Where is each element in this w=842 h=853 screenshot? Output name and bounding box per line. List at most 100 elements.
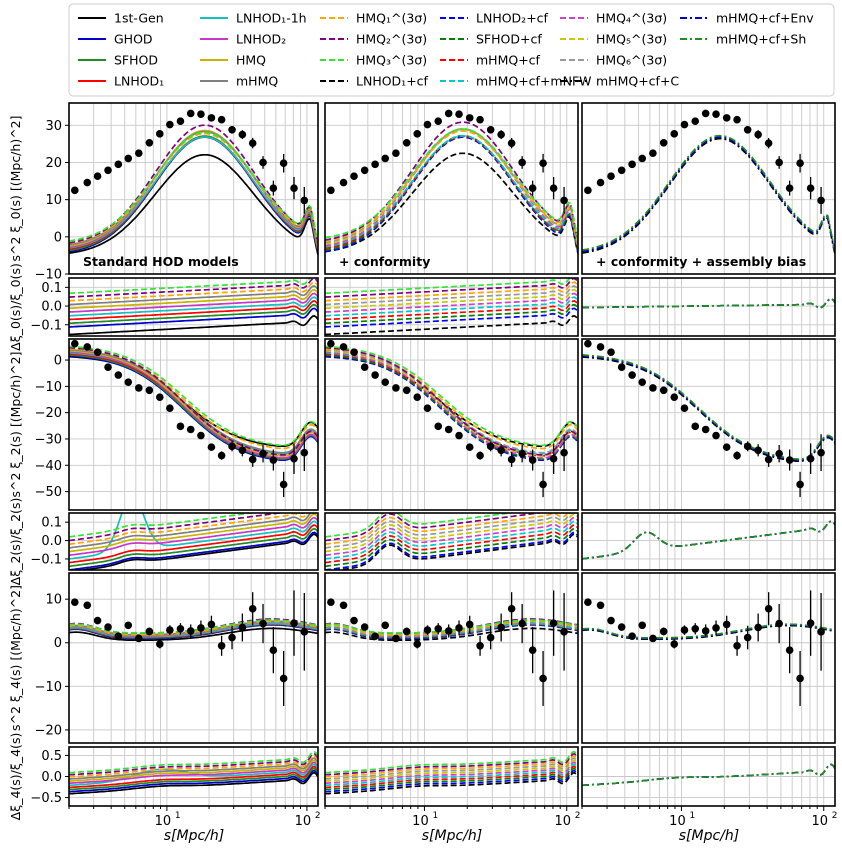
data-point [434,624,443,633]
data-point [528,646,537,654]
data-point [228,125,236,134]
series-mHMQ+cf+mNFW [325,296,578,317]
x-tick-exponent: 1 [432,811,438,821]
series-mHMQ+cf+Env [582,355,835,461]
x-tick-label: 10 [554,814,571,829]
data-point [392,384,400,392]
data-point [560,628,568,636]
series-LNHOD₂ [69,350,318,459]
y-tick-label: 0 [54,636,62,651]
data-point [402,138,411,147]
series-mHMQ [69,513,318,549]
panel-frame [68,572,319,744]
series-LNHOD₁+cf [325,152,578,254]
data-point [186,109,195,118]
legend-label: LNHOD₂ [236,32,286,47]
data-point [392,634,400,643]
panel-frame [68,102,319,275]
data-point [476,641,484,650]
data-point [134,634,143,643]
data-point [360,166,369,175]
data-point [617,166,626,175]
panel-r6-c1: −0.50.00.5Δξ_4(s)/ξ_4(s)10 1 10 2 [8,733,321,829]
data-point [649,149,657,157]
data-point [743,633,752,642]
data-point [444,627,453,635]
data-point [465,114,474,122]
data-point [259,619,267,628]
legend-label: mHMQ [236,74,278,89]
data-point [166,120,174,129]
series-HMQ₃^(3σ) [69,513,258,538]
column-title: + conformity + assembly bias [596,254,806,269]
series-HMQ₁^(3σ) [69,620,318,636]
series-mHMQ+cf+mNFW [325,622,578,638]
y-tick-label: 0 [54,230,62,245]
legend-item-mHMQ+cf+Sh: mHMQ+cf+Sh [680,32,806,47]
data-point [680,404,689,412]
panel-frame [581,572,836,744]
x-tick-exponent: 2 [832,811,838,821]
data-point [712,624,720,632]
data-point [350,348,358,356]
data-point [83,343,92,351]
y-axis-label: Δξ_2(s)/ξ_2(s) [8,498,23,586]
panel-r4-c1: −0.1 0.0 0.1 Δξ_2(s)/ξ_2(s) [8,498,319,586]
series-mHMQ+cf+C [582,520,835,560]
data-point [691,422,700,431]
series-HMQ₁^(3σ) [325,513,569,546]
data-point [560,448,568,457]
x-tick-label: 10 [155,814,172,829]
data-point [83,178,92,187]
data-point [402,386,411,395]
legend-item-LNHOD₁+cf: LNHOD₁+cf [320,74,429,89]
series-LNHOD₂ [69,761,318,785]
data-point [228,442,236,451]
series-HMQ₅^(3σ) [325,349,578,457]
y-tick-label: 20 [45,156,62,171]
series-LNHOD₁+cf [325,771,578,795]
legend-item-SFHOD: SFHOD [78,53,158,68]
legend-item-HMQ₅^(3σ): HMQ₅^(3σ) [560,32,667,47]
data-point [584,598,592,607]
legend-label: mHMQ+cf+Sh [716,32,806,47]
series-HMQ₄^(3σ) [325,516,578,557]
data-point [785,184,794,192]
y-tick-label: −20 [35,723,62,738]
series-LNHOD₂+cf [325,355,578,461]
data-point [712,431,720,440]
panel-frame [324,746,579,807]
data-point [155,130,164,138]
y-axis-label: Δξ_0(s)/ξ_0(s) [8,263,23,351]
data-point [279,159,288,168]
data-point [817,628,825,636]
data-point [176,624,185,633]
data-point [659,386,668,395]
panel-r5-c3 [581,572,836,744]
series-HMQ₁^(3σ) [325,347,578,450]
legend-item-HMQ₄^(3σ): HMQ₄^(3σ) [560,11,667,26]
data-point [83,601,92,610]
legend-item-mHMQ+cf+Env: mHMQ+cf+Env [680,11,814,26]
data-point [269,184,278,192]
series-mHMQ+cf+Env [582,136,835,253]
y-tick-label: −0.1 [30,318,62,333]
x-tick-exponent: 2 [315,811,321,821]
legend-label: HMQ₂^(3σ) [356,32,427,47]
legend-item-SFHOD+cf: SFHOD+cf [440,32,542,47]
data-point [775,449,783,458]
series-HMQ₁^(3σ) [69,347,318,450]
series-HMQ [69,288,318,310]
series-HMQ₅^(3σ) [325,513,578,553]
data-point [444,109,453,118]
panel-r1-c3: + conformity + assembly bias [581,102,836,275]
legend-label: HMQ₃^(3σ) [356,53,427,68]
data-point [528,456,537,464]
data-point [444,425,453,434]
series-HMQ₂^(3σ) [69,753,318,776]
series-LNHOD₁+cf [325,627,578,642]
panel-frame [581,746,836,807]
data-point [785,456,794,464]
data-point [806,184,815,192]
